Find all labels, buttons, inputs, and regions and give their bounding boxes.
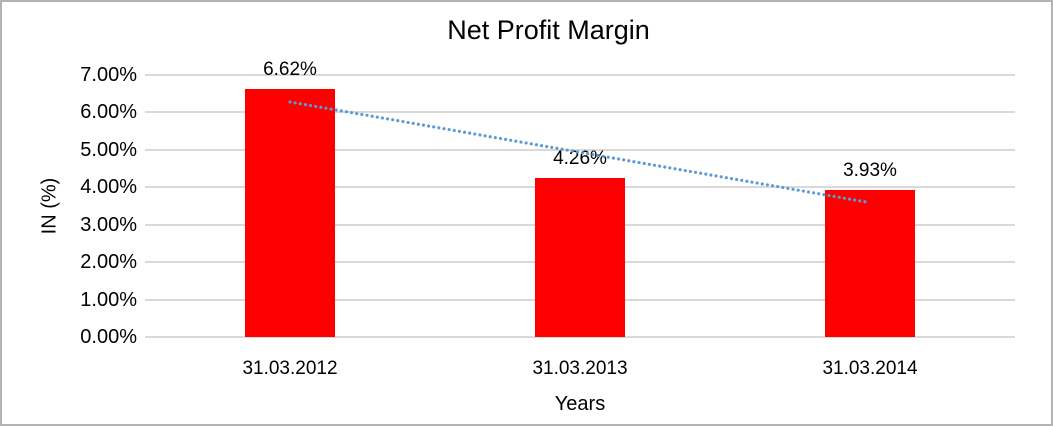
x-tick-label: 31.03.2014 (822, 358, 918, 379)
x-axis-title: Years (554, 393, 606, 415)
x-tick-label: 31.03.2012 (242, 358, 338, 379)
y-tick-label: 3.00% (80, 213, 137, 236)
bar-31.03.2012 (245, 89, 335, 337)
y-tick-label: 1.00% (80, 288, 137, 311)
data-label: 3.93% (843, 159, 897, 181)
y-tick-label: 2.00% (80, 251, 137, 274)
chart-title: Net Profit Margin (447, 15, 650, 45)
y-gridline (145, 336, 1015, 338)
y-tick-label: 5.00% (80, 138, 137, 161)
y-gridline (145, 74, 1015, 76)
data-label: 6.62% (263, 59, 317, 81)
bar-31.03.2013 (535, 177, 625, 337)
y-tick-label: 7.00% (80, 64, 137, 86)
data-label: 4.26% (553, 147, 607, 169)
y-tick-label: 4.00% (80, 176, 137, 199)
y-tick-label: 0.00% (80, 326, 137, 348)
x-tick-label: 31.03.2013 (532, 358, 628, 379)
bar-31.03.2014 (825, 189, 915, 337)
y-tick-label: 6.00% (80, 101, 137, 124)
